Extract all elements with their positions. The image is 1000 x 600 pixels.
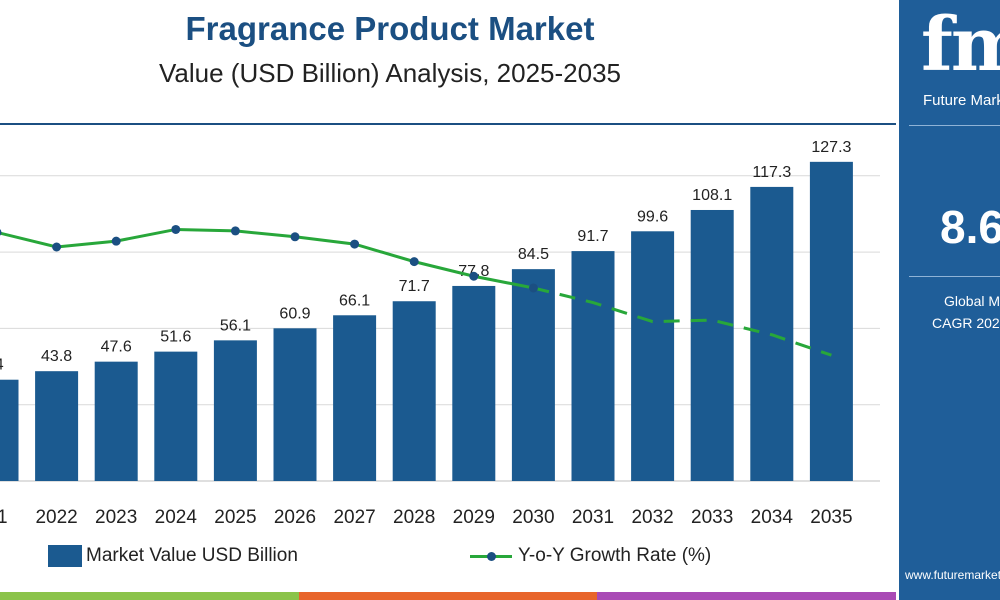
growth-point bbox=[409, 257, 419, 267]
bar bbox=[392, 301, 436, 481]
chart-plot: .443.847.651.656.160.966.171.777.884.591… bbox=[0, 139, 880, 528]
bar-value-label: 43.8 bbox=[41, 348, 72, 365]
chart-card: Fragrance Product Market Value (USD Bill… bbox=[0, 10, 896, 600]
bar-value-label: 66.1 bbox=[339, 292, 370, 309]
legend-bar-swatch bbox=[48, 545, 82, 567]
bar-value-label: 51.6 bbox=[160, 329, 191, 346]
bar-value-label: 60.9 bbox=[279, 305, 310, 322]
strip-segment-green bbox=[0, 592, 299, 600]
x-tick-label: 2028 bbox=[393, 507, 435, 528]
growth-point bbox=[230, 226, 240, 236]
growth-point bbox=[528, 283, 538, 293]
x-tick-label: 2026 bbox=[274, 507, 316, 528]
x-tick-label: 2034 bbox=[751, 507, 794, 528]
growth-line-forecast bbox=[533, 286, 832, 357]
x-tick-label: 2029 bbox=[453, 507, 495, 528]
growth-line-actual bbox=[0, 227, 534, 290]
bar bbox=[809, 161, 853, 482]
bar-value-label: .4 bbox=[0, 357, 4, 374]
bar bbox=[35, 371, 79, 481]
bottom-color-strip bbox=[0, 592, 896, 600]
bar-value-label: 91.7 bbox=[577, 228, 608, 245]
x-tick-label: 2022 bbox=[35, 507, 77, 528]
bar-value-label: 99.6 bbox=[637, 208, 668, 225]
growth-point bbox=[171, 224, 181, 234]
brand-name: Future Market Insights bbox=[923, 92, 1000, 109]
legend-line-swatch bbox=[470, 545, 512, 567]
legend-line-label: Y-o-Y Growth Rate (%) bbox=[518, 545, 712, 566]
bar bbox=[690, 209, 734, 482]
x-tick-label: 2025 bbox=[214, 507, 256, 528]
bar bbox=[154, 351, 198, 481]
brand-divider bbox=[909, 125, 1000, 126]
bar-value-label: 71.7 bbox=[399, 278, 430, 295]
growth-point bbox=[111, 236, 121, 246]
x-tick-label: 2031 bbox=[572, 507, 614, 528]
bar bbox=[213, 340, 257, 481]
x-tick-label: 2035 bbox=[810, 507, 852, 528]
bar-value-label: 56.1 bbox=[220, 317, 251, 334]
growth-point bbox=[469, 271, 479, 281]
growth-point bbox=[290, 232, 300, 242]
bar bbox=[94, 361, 138, 481]
x-tick-label: 2024 bbox=[155, 507, 198, 528]
growth-point bbox=[0, 229, 2, 236]
bar bbox=[631, 231, 675, 481]
strip-segment-orange bbox=[298, 592, 598, 600]
x-tick-label: 2032 bbox=[631, 507, 673, 528]
bar bbox=[511, 269, 555, 481]
bar-value-label: 84.5 bbox=[518, 246, 549, 263]
bar-value-label: 108.1 bbox=[692, 187, 732, 204]
growth-point bbox=[52, 242, 62, 252]
legend-bar-label: Market Value USD Billion bbox=[86, 545, 298, 566]
chart-title: Fragrance Product Market bbox=[185, 10, 595, 47]
x-tick-label: 21 bbox=[0, 507, 8, 528]
bar bbox=[333, 315, 377, 481]
x-tick-label: 2033 bbox=[691, 507, 733, 528]
cagr-label: Global Market Value bbox=[944, 293, 1000, 309]
header-divider bbox=[0, 123, 896, 125]
bar bbox=[571, 251, 615, 481]
bar-value-label: 127.3 bbox=[811, 139, 851, 156]
chart-subtitle: Value (USD Billion) Analysis, 2025-2035 bbox=[159, 58, 621, 88]
bar bbox=[452, 285, 496, 481]
brand-divider bbox=[909, 276, 1000, 277]
strip-segment-purple bbox=[597, 592, 896, 600]
bar-value-label: 117.3 bbox=[752, 164, 791, 181]
brand-logo: fmi bbox=[921, 2, 1000, 88]
x-tick-label: 2023 bbox=[95, 507, 137, 528]
bar bbox=[0, 379, 19, 481]
bar bbox=[273, 328, 317, 481]
brand-panel: fmi Future Market Insights 8.6% Global M… bbox=[899, 0, 1000, 600]
legend-item-growth-rate: Y-o-Y Growth Rate (%) bbox=[470, 544, 711, 568]
cagr-value: 8.6% bbox=[940, 201, 1000, 253]
cagr-period-label: CAGR 2025-2035 bbox=[932, 315, 1000, 331]
legend-item-market-value: Market Value USD Billion bbox=[48, 544, 298, 568]
x-tick-label: 2030 bbox=[512, 507, 554, 528]
website-url: www.futuremarketinsights.com bbox=[905, 568, 1000, 582]
growth-point bbox=[350, 239, 360, 249]
x-tick-label: 2027 bbox=[333, 507, 375, 528]
bar-value-label: 47.6 bbox=[101, 339, 132, 356]
